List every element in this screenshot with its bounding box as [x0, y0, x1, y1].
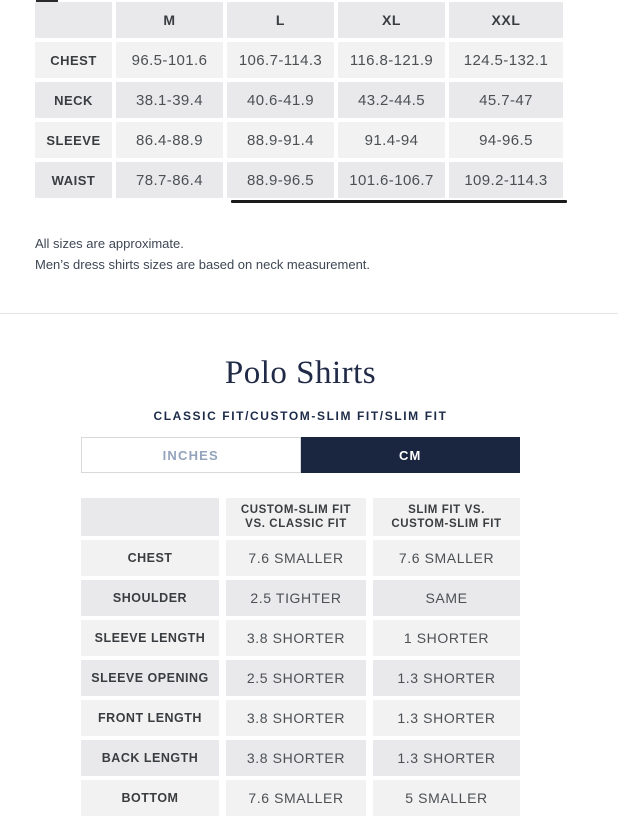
table-cell: 3.8 SHORTER [226, 620, 366, 656]
table-cell: 88.9-91.4 [227, 122, 334, 158]
row-label-back-length: BACK LENGTH [81, 740, 219, 776]
column-header-xxl: XXL [449, 2, 563, 38]
table-cell: 1 SHORTER [373, 620, 520, 656]
header-line: VS. CLASSIC FIT [245, 518, 347, 530]
column-header-l: L [227, 2, 334, 38]
table-cell: 88.9-96.5 [227, 162, 334, 198]
corner-cell [81, 498, 219, 536]
table-cell: 3.8 SHORTER [226, 740, 366, 776]
table-cell: 40.6-41.9 [227, 82, 334, 118]
page-title: Polo Shirts [224, 355, 377, 391]
table-horizontal-scrollbar[interactable] [231, 200, 567, 203]
row-label-neck: NECK [35, 82, 112, 118]
table-cell: 124.5-132.1 [449, 42, 563, 78]
table-cell: 101.6-106.7 [338, 162, 445, 198]
table-cell: 1.3 SHORTER [373, 660, 520, 696]
fit-comparison-table: CUSTOM-SLIM FIT VS. CLASSIC FIT SLIM FIT… [81, 498, 520, 816]
row-label-sleeve-length: SLEEVE LENGTH [81, 620, 219, 656]
row-label-sleeve-opening: SLEEVE OPENING [81, 660, 219, 696]
table-cell: 96.5-101.6 [116, 42, 223, 78]
table-cell: 116.8-121.9 [338, 42, 445, 78]
corner-cell [35, 2, 112, 38]
table-cell: 7.6 SMALLER [226, 780, 366, 816]
unit-toggle: INCHES CM [81, 437, 520, 473]
column-header-m: M [116, 2, 223, 38]
column-header-custom-slim-vs-classic: CUSTOM-SLIM FIT VS. CLASSIC FIT [226, 498, 366, 536]
note-approximate: All sizes are approximate. [35, 236, 184, 251]
column-header-xl: XL [338, 2, 445, 38]
row-label-sleeve: SLEEVE [35, 122, 112, 158]
table-cell: 38.1-39.4 [116, 82, 223, 118]
size-notes: All sizes are approximate. Men’s dress s… [35, 233, 370, 275]
header-line: CUSTOM-SLIM FIT [240, 504, 352, 516]
note-neck-measurement: Men’s dress shirts sizes are based on ne… [35, 257, 371, 272]
table-cell: 2.5 SHORTER [226, 660, 366, 696]
table-cell: 43.2-44.5 [338, 82, 445, 118]
row-label-front-length: FRONT LENGTH [81, 700, 219, 736]
table-cell: 7.6 SMALLER [373, 540, 520, 576]
table-cell: 1.3 SHORTER [373, 740, 520, 776]
inches-button[interactable]: INCHES [81, 437, 301, 473]
header-line: SLIM FIT VS. [408, 504, 485, 516]
section-divider [0, 313, 618, 314]
table-cell: SAME [373, 580, 520, 616]
column-header-slim-vs-custom-slim: SLIM FIT VS. CUSTOM-SLIM FIT [373, 498, 520, 536]
table-cell: 106.7-114.3 [227, 42, 334, 78]
table-cell: 91.4-94 [338, 122, 445, 158]
page-subtitle: CLASSIC FIT/CUSTOM-SLIM FIT/SLIM FIT [153, 409, 448, 423]
row-label-shoulder: SHOULDER [81, 580, 219, 616]
table-cell: 5 SMALLER [373, 780, 520, 816]
cropped-tab-indicator [36, 0, 58, 2]
row-label-chest: CHEST [35, 42, 112, 78]
table-cell: 78.7-86.4 [116, 162, 223, 198]
row-label-waist: WAIST [35, 162, 112, 198]
size-chart-table: M L XL XXL CHEST 96.5-101.6 106.7-114.3 … [35, 2, 563, 198]
table-cell: 2.5 TIGHTER [226, 580, 366, 616]
cm-button[interactable]: CM [300, 437, 520, 473]
table-cell: 3.8 SHORTER [226, 700, 366, 736]
table-cell: 45.7-47 [449, 82, 563, 118]
header-line: CUSTOM-SLIM FIT [391, 518, 502, 530]
row-label-bottom: BOTTOM [81, 780, 219, 816]
table-cell: 109.2-114.3 [449, 162, 563, 198]
table-cell: 94-96.5 [449, 122, 563, 158]
table-cell: 7.6 SMALLER [226, 540, 366, 576]
table-cell: 1.3 SHORTER [373, 700, 520, 736]
row-label-chest: CHEST [81, 540, 219, 576]
table-cell: 86.4-88.9 [116, 122, 223, 158]
